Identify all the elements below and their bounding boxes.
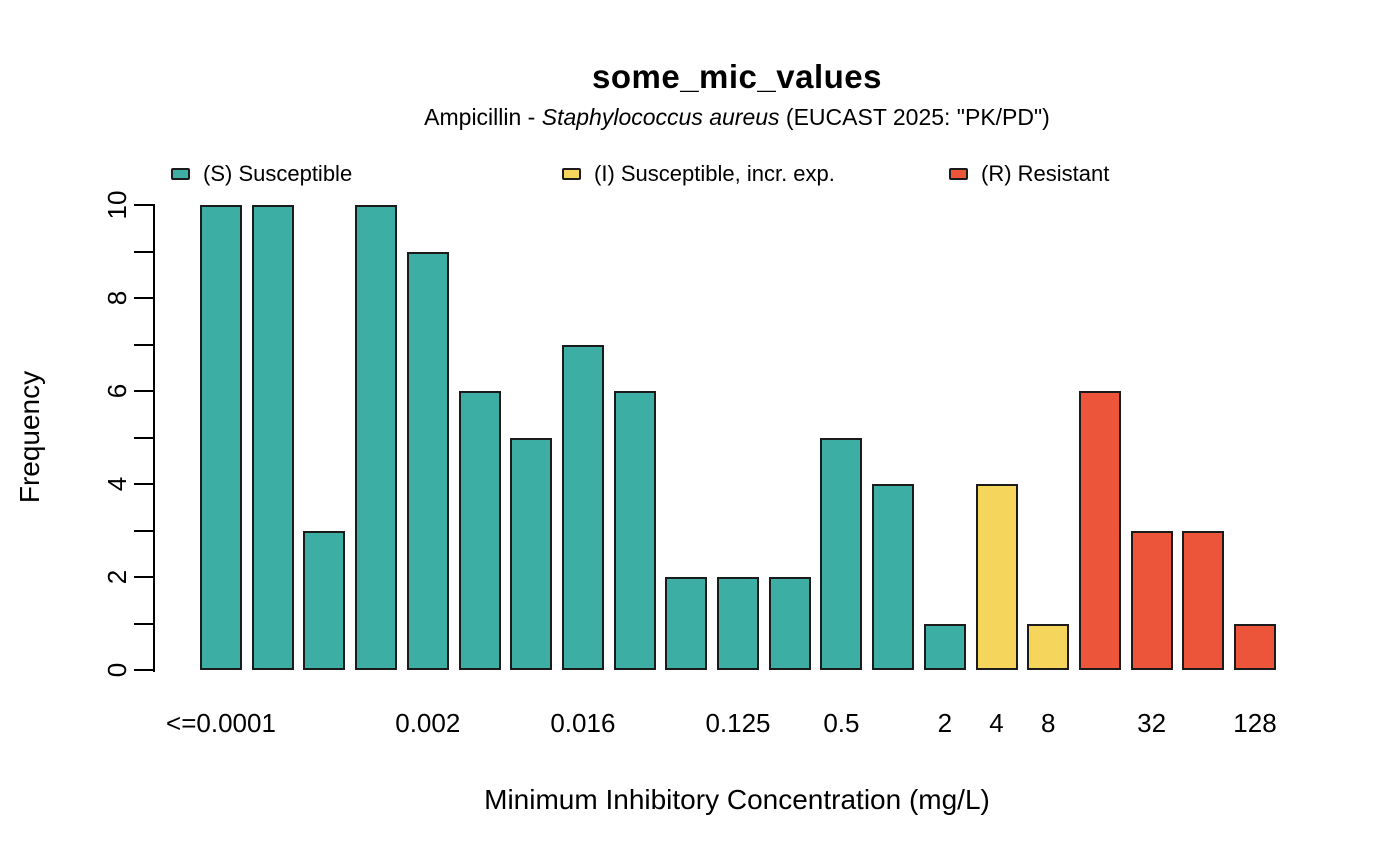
legend-label-R: (R) Resistant — [981, 161, 1110, 186]
y-tick-label-6: 6 — [101, 383, 132, 399]
y-tick-7 — [134, 343, 154, 346]
legend-label-S: (S) Susceptible — [203, 161, 353, 186]
x-tick-label-1: <=0.0001 — [166, 708, 276, 738]
legend-swatch-I-icon — [562, 168, 581, 180]
bar-20-R — [1182, 530, 1225, 670]
x-tick-label-7: 4 — [989, 708, 1004, 738]
legend-swatch-S-icon — [171, 168, 190, 180]
bar-11-S — [717, 577, 759, 670]
y-tick-5 — [134, 436, 154, 439]
bar-15-S — [923, 623, 966, 670]
subtitle-antibiotic: Ampicillin - — [424, 104, 542, 130]
subtitle-species: Staphylococcus aureus — [541, 104, 780, 130]
y-tick-label-0: 0 — [101, 662, 132, 678]
bar-14-S — [872, 484, 915, 670]
y-tick-2 — [134, 576, 154, 578]
bar-6-S — [458, 391, 501, 670]
x-tick-label-6: 2 — [937, 708, 953, 738]
legend-item-I: (I) Susceptible, incr. exp. — [562, 160, 835, 188]
y-tick-9 — [134, 250, 154, 253]
bar-12-S — [768, 577, 811, 670]
x-tick-label-10: 128 — [1233, 708, 1277, 738]
y-axis-line — [153, 204, 155, 672]
bar-2-S — [251, 205, 294, 670]
legend-swatch-R-icon — [949, 168, 968, 180]
x-tick-label-8: 8 — [1040, 708, 1056, 738]
legend-item-R: (R) Resistant — [949, 160, 1109, 188]
bar-17-I — [1027, 623, 1070, 670]
bar-5-S — [406, 251, 449, 670]
x-tick-label-3: 0.016 — [550, 708, 616, 738]
x-tick-label-5: 0.5 — [823, 708, 860, 738]
subtitle-guideline: (EUCAST 2025: "PK/PD") — [779, 104, 1050, 130]
bar-9-S — [613, 391, 656, 670]
x-tick-label-2: 0.002 — [395, 708, 461, 738]
y-tick-8 — [134, 297, 154, 299]
bar-18-R — [1078, 391, 1121, 670]
chart-subtitle: Ampicillin - Staphylococcus aureus (EUCA… — [37, 104, 1400, 131]
y-tick-label-4: 4 — [101, 476, 132, 492]
x-axis-title: Minimum Inhibitory Concentration (mg/L) — [484, 784, 990, 815]
y-tick-0 — [134, 669, 154, 671]
x-tick-label-9: 32 — [1137, 708, 1167, 738]
y-tick-3 — [134, 529, 154, 532]
y-tick-label-8: 8 — [101, 290, 132, 306]
bar-21-R — [1234, 623, 1276, 670]
bar-4-S — [355, 205, 398, 670]
y-tick-10 — [134, 204, 154, 206]
bar-16-I — [975, 484, 1018, 670]
chart-title: some_mic_values — [591, 58, 882, 95]
bar-3-S — [303, 530, 346, 670]
y-tick-1 — [134, 622, 154, 625]
bar-1-S — [200, 205, 242, 670]
bar-19-R — [1130, 530, 1173, 670]
x-tick-label-4: 0.125 — [705, 708, 771, 738]
y-tick-6 — [134, 390, 154, 392]
y-tick-label-10: 10 — [101, 190, 132, 220]
y-tick-4 — [134, 483, 154, 485]
bar-13-S — [820, 437, 863, 670]
bar-8-S — [561, 344, 604, 670]
legend-label-I: (I) Susceptible, incr. exp. — [594, 161, 835, 186]
y-tick-label-2: 2 — [101, 569, 132, 585]
bar-10-S — [665, 577, 708, 670]
bar-7-S — [510, 437, 553, 670]
legend-item-S: (S) Susceptible — [171, 160, 352, 188]
